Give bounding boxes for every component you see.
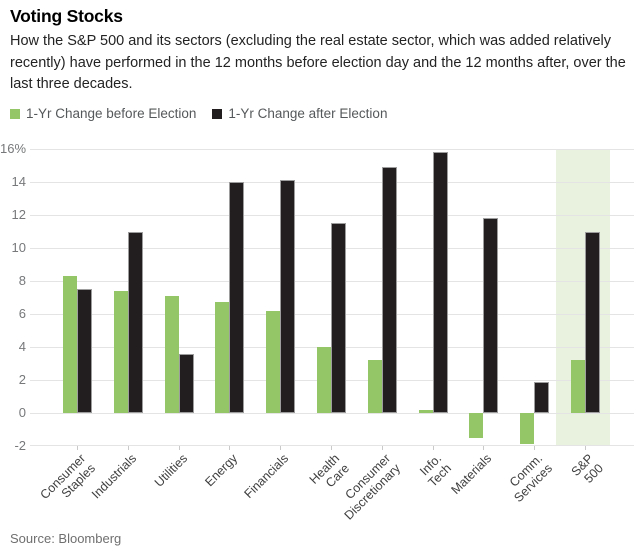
bar-after-election <box>483 218 499 413</box>
y-axis-label: 16% <box>0 141 27 156</box>
y-axis-label: 6 <box>18 306 26 321</box>
y-axis: 16% 14 12 10 8 6 4 2 0 -2 <box>0 141 26 453</box>
y-axis-label: 2 <box>18 372 26 387</box>
bar-after-election <box>331 223 346 413</box>
legend-label: 1-Yr Change after Election <box>228 106 388 121</box>
bar-after-election <box>178 353 194 413</box>
chart-subtitle: How the S&P 500 and its sectors (excludi… <box>10 33 626 92</box>
y-axis-label: 10 <box>11 240 26 255</box>
y-axis-label: 0 <box>18 405 26 420</box>
legend: 1-Yr Change before Election 1-Yr Change a… <box>10 106 387 121</box>
y-axis-label: 12 <box>11 207 26 222</box>
axis-tick <box>483 446 485 450</box>
axis-tick <box>127 446 129 450</box>
y-axis-label: 14 <box>11 174 26 189</box>
bar-after-election <box>585 231 600 413</box>
legend-label: 1-Yr Change before Election <box>26 106 197 121</box>
bar-before-election <box>317 347 331 413</box>
y-axis-label: 8 <box>18 273 26 288</box>
y-axis-label: -2 <box>14 438 26 453</box>
legend-item: 1-Yr Change before Election <box>10 106 196 121</box>
plot-area: Consumer Staples Industrials Utilities Ener… <box>30 149 634 522</box>
bar-before-election <box>520 413 535 445</box>
legend-swatch-before <box>10 108 20 119</box>
y-axis-label: 4 <box>18 339 26 354</box>
grid-line <box>30 445 634 446</box>
bar-before-election <box>571 360 585 413</box>
axis-tick <box>432 446 434 450</box>
grid-line <box>30 149 634 150</box>
bar-before-election <box>215 302 230 413</box>
bar-after-election <box>229 182 245 413</box>
bar-after-election <box>127 231 143 413</box>
bar-before-election <box>113 290 128 413</box>
bar-before-election <box>266 310 281 413</box>
axis-tick <box>77 446 78 450</box>
bar-after-election <box>77 289 92 413</box>
axis-tick <box>178 446 180 450</box>
chart-title: Voting Stocks <box>10 6 123 26</box>
grid-line <box>30 182 634 183</box>
bar-after-election <box>381 167 397 413</box>
grid-line <box>30 215 634 216</box>
bar-before-election <box>367 360 382 413</box>
axis-tick <box>229 446 231 450</box>
source-note: Source: Bloomberg <box>10 531 122 546</box>
legend-swatch-after <box>212 108 223 119</box>
bar-after-election <box>280 180 296 413</box>
axis-tick <box>381 446 383 450</box>
grid-line <box>30 413 634 414</box>
x-axis-label: Energy <box>202 451 241 490</box>
axis-tick <box>331 446 332 450</box>
axis-tick <box>280 446 282 450</box>
legend-item: 1-Yr Change after Election <box>212 106 387 121</box>
bar-after-election <box>534 381 550 413</box>
bar-before-election <box>418 409 433 413</box>
axis-tick <box>534 446 536 450</box>
bar-before-election <box>164 295 179 413</box>
axis-tick <box>585 446 586 450</box>
bar-before-election <box>469 413 484 438</box>
bar-before-election <box>63 276 77 413</box>
bar-after-election <box>432 152 448 413</box>
